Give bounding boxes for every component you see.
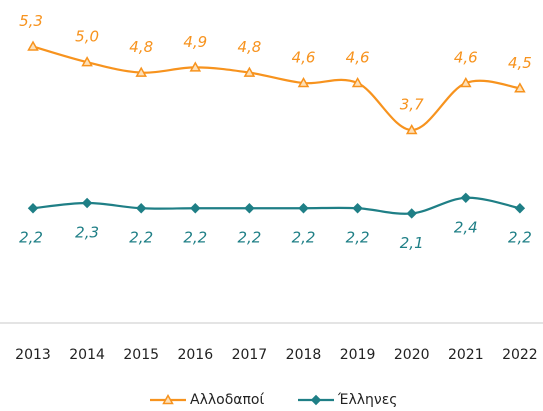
data-label: 2,2	[346, 229, 370, 247]
series-line	[32, 45, 521, 132]
data-label: 4,9	[183, 33, 207, 51]
x-tick-label: 2017	[232, 347, 268, 363]
data-label: 4,6	[454, 49, 478, 67]
x-tick-label: 2022	[502, 347, 538, 363]
data-label: 3,7	[400, 95, 424, 113]
data-label: 4,6	[346, 49, 370, 67]
marker	[514, 203, 526, 214]
marker	[190, 203, 201, 214]
marker	[81, 56, 93, 67]
data-label: 4,8	[129, 38, 153, 56]
data-label: 2,4	[454, 218, 478, 236]
data-label: 2,2	[19, 229, 43, 247]
data-label: 5,3	[19, 12, 43, 30]
marker	[27, 40, 39, 51]
data-label: 2,2	[129, 229, 153, 247]
data-label: 2,2	[508, 229, 532, 247]
x-tick-label: 2020	[394, 347, 430, 363]
marker	[460, 77, 472, 88]
data-label: 2,2	[183, 229, 207, 247]
marker	[81, 197, 93, 209]
x-tick-label: 2015	[123, 347, 159, 363]
marker	[298, 203, 309, 214]
marker	[297, 77, 310, 88]
series-line	[32, 196, 521, 215]
legend-marker	[162, 393, 174, 405]
marker	[514, 82, 526, 93]
marker	[244, 203, 255, 214]
legend-label: Αλλοδαποί	[190, 392, 265, 408]
marker	[406, 208, 417, 219]
marker	[189, 61, 202, 72]
marker	[135, 203, 147, 214]
data-label: 4,6	[292, 49, 316, 67]
marker	[135, 66, 147, 77]
x-tick-label: 2021	[448, 347, 484, 363]
marker	[460, 192, 472, 204]
data-label: 2,1	[400, 234, 424, 252]
data-label: 2,2	[292, 229, 316, 247]
data-label: 4,8	[237, 38, 261, 56]
data-label: 2,3	[75, 224, 99, 242]
marker	[405, 123, 418, 135]
marker	[352, 203, 363, 214]
data-label: 2,2	[237, 229, 261, 247]
data-label: 5,0	[75, 28, 99, 46]
legend-label: Έλληνες	[337, 392, 398, 408]
x-tick-label: 2018	[286, 347, 322, 363]
marker	[27, 203, 39, 214]
data-label: 4,5	[508, 54, 532, 72]
marker	[243, 66, 256, 77]
marker	[351, 77, 364, 88]
legend-marker	[310, 394, 322, 406]
x-tick-label: 2014	[69, 347, 105, 363]
x-tick-label: 2013	[15, 347, 51, 363]
x-tick-label: 2016	[177, 347, 213, 363]
x-tick-label: 2019	[340, 347, 376, 363]
